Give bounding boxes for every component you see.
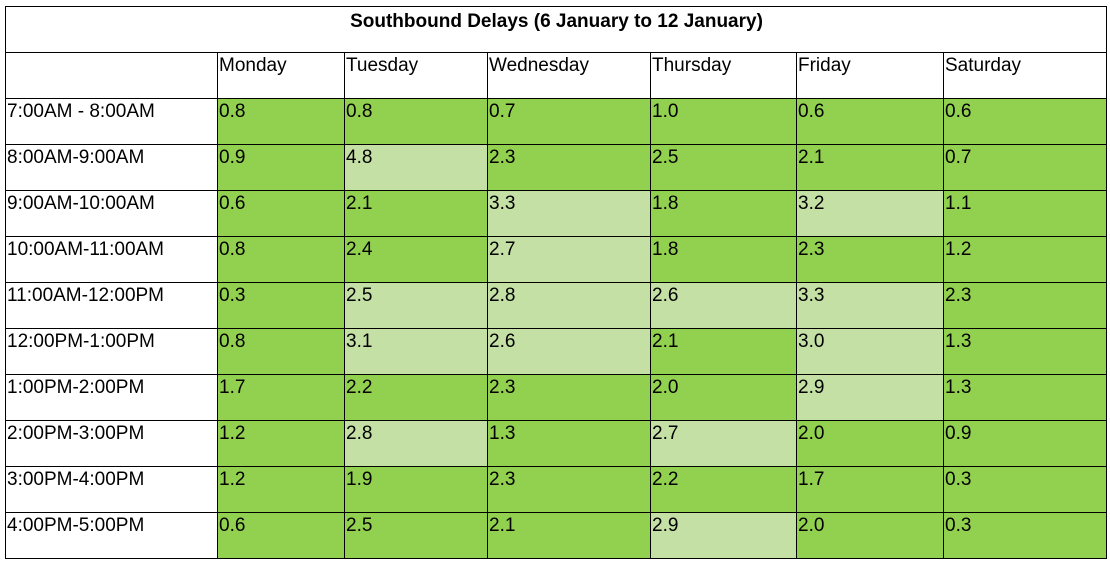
time-slot-label: 1:00PM-2:00PM <box>5 374 218 421</box>
delay-cell-tuesday: 0.8 <box>344 98 488 145</box>
delay-cell-wednesday: 2.3 <box>487 466 651 513</box>
delay-cell-saturday: 0.3 <box>943 512 1107 559</box>
delay-cell-friday: 2.9 <box>796 374 944 421</box>
delay-cell-monday: 1.2 <box>217 420 345 467</box>
table-row: 10:00AM-11:00AM 0.8 2.4 2.7 1.8 2.3 1.2 <box>5 236 1107 283</box>
delay-cell-wednesday: 2.7 <box>487 236 651 283</box>
delay-cell-thursday: 2.6 <box>650 282 797 329</box>
delays-table: Southbound Delays (6 January to 12 Janua… <box>5 6 1107 559</box>
delay-cell-wednesday: 2.3 <box>487 374 651 421</box>
delay-cell-tuesday: 2.2 <box>344 374 488 421</box>
table-row: 7:00AM - 8:00AM 0.8 0.8 0.7 1.0 0.6 0.6 <box>5 98 1107 145</box>
delay-cell-monday: 0.8 <box>217 328 345 375</box>
table-row: 4:00PM-5:00PM 0.6 2.5 2.1 2.9 2.0 0.3 <box>5 512 1107 559</box>
delay-cell-tuesday: 2.5 <box>344 282 488 329</box>
delay-cell-saturday: 0.9 <box>943 420 1107 467</box>
delay-cell-saturday: 1.3 <box>943 374 1107 421</box>
delay-cell-friday: 2.3 <box>796 236 944 283</box>
delay-cell-wednesday: 2.3 <box>487 144 651 191</box>
time-slot-label: 9:00AM-10:00AM <box>5 190 218 237</box>
time-slot-label: 10:00AM-11:00AM <box>5 236 218 283</box>
delay-cell-friday: 3.3 <box>796 282 944 329</box>
delay-cell-thursday: 1.0 <box>650 98 797 145</box>
table-row: 8:00AM-9:00AM 0.9 4.8 2.3 2.5 2.1 0.7 <box>5 144 1107 191</box>
table-body: 7:00AM - 8:00AM 0.8 0.8 0.7 1.0 0.6 0.6 8:00AM-… <box>5 98 1107 559</box>
delay-cell-thursday: 2.9 <box>650 512 797 559</box>
delay-cell-monday: 0.3 <box>217 282 345 329</box>
time-slot-label: 12:00PM-1:00PM <box>5 328 218 375</box>
delay-cell-thursday: 2.1 <box>650 328 797 375</box>
delay-cell-wednesday: 2.6 <box>487 328 651 375</box>
delay-cell-monday: 1.7 <box>217 374 345 421</box>
delay-cell-thursday: 2.0 <box>650 374 797 421</box>
delay-cell-thursday: 1.8 <box>650 190 797 237</box>
day-header-thursday: Thursday <box>650 52 797 99</box>
time-slot-label: 2:00PM-3:00PM <box>5 420 218 467</box>
delay-cell-friday: 1.7 <box>796 466 944 513</box>
delay-cell-saturday: 1.2 <box>943 236 1107 283</box>
table-title: Southbound Delays (6 January to 12 Janua… <box>5 6 1107 53</box>
day-header-tuesday: Tuesday <box>344 52 488 99</box>
delay-cell-friday: 2.0 <box>796 512 944 559</box>
table-row: 9:00AM-10:00AM 0.6 2.1 3.3 1.8 3.2 1.1 <box>5 190 1107 237</box>
delay-cell-monday: 0.6 <box>217 512 345 559</box>
delay-cell-tuesday: 2.1 <box>344 190 488 237</box>
day-header-saturday: Saturday <box>943 52 1107 99</box>
time-slot-label: 3:00PM-4:00PM <box>5 466 218 513</box>
delay-cell-thursday: 2.5 <box>650 144 797 191</box>
delay-cell-monday: 0.8 <box>217 98 345 145</box>
time-slot-label: 4:00PM-5:00PM <box>5 512 218 559</box>
delay-cell-monday: 1.2 <box>217 466 345 513</box>
delay-cell-saturday: 2.3 <box>943 282 1107 329</box>
delay-cell-tuesday: 1.9 <box>344 466 488 513</box>
delay-cell-monday: 0.8 <box>217 236 345 283</box>
delay-cell-monday: 0.9 <box>217 144 345 191</box>
delay-cell-saturday: 0.3 <box>943 466 1107 513</box>
day-header-row: Monday Tuesday Wednesday Thursday Friday… <box>5 52 1107 99</box>
delay-cell-wednesday: 3.3 <box>487 190 651 237</box>
delay-cell-saturday: 1.1 <box>943 190 1107 237</box>
time-slot-label: 8:00AM-9:00AM <box>5 144 218 191</box>
delay-cell-saturday: 1.3 <box>943 328 1107 375</box>
day-header-friday: Friday <box>796 52 944 99</box>
table-row: 2:00PM-3:00PM 1.2 2.8 1.3 2.7 2.0 0.9 <box>5 420 1107 467</box>
delay-cell-thursday: 2.7 <box>650 420 797 467</box>
table-row: 11:00AM-12:00PM 0.3 2.5 2.8 2.6 3.3 2.3 <box>5 282 1107 329</box>
delay-cell-saturday: 0.6 <box>943 98 1107 145</box>
delay-cell-friday: 3.2 <box>796 190 944 237</box>
delay-cell-wednesday: 0.7 <box>487 98 651 145</box>
table-row: 3:00PM-4:00PM 1.2 1.9 2.3 2.2 1.7 0.3 <box>5 466 1107 513</box>
table-row: 1:00PM-2:00PM 1.7 2.2 2.3 2.0 2.9 1.3 <box>5 374 1107 421</box>
delay-cell-tuesday: 3.1 <box>344 328 488 375</box>
delay-cell-tuesday: 2.4 <box>344 236 488 283</box>
day-header-wednesday: Wednesday <box>487 52 651 99</box>
delay-cell-friday: 2.1 <box>796 144 944 191</box>
time-slot-label: 7:00AM - 8:00AM <box>5 98 218 145</box>
delay-cell-wednesday: 2.1 <box>487 512 651 559</box>
delay-cell-thursday: 2.2 <box>650 466 797 513</box>
delay-cell-friday: 0.6 <box>796 98 944 145</box>
time-slot-label: 11:00AM-12:00PM <box>5 282 218 329</box>
delay-cell-tuesday: 2.5 <box>344 512 488 559</box>
delay-cell-tuesday: 4.8 <box>344 144 488 191</box>
delay-cell-wednesday: 1.3 <box>487 420 651 467</box>
delay-cell-tuesday: 2.8 <box>344 420 488 467</box>
day-header-monday: Monday <box>217 52 345 99</box>
delay-cell-saturday: 0.7 <box>943 144 1107 191</box>
table-row: 12:00PM-1:00PM 0.8 3.1 2.6 2.1 3.0 1.3 <box>5 328 1107 375</box>
corner-cell <box>5 52 218 99</box>
delay-cell-wednesday: 2.8 <box>487 282 651 329</box>
delay-cell-friday: 3.0 <box>796 328 944 375</box>
delay-cell-monday: 0.6 <box>217 190 345 237</box>
delay-cell-friday: 2.0 <box>796 420 944 467</box>
delay-cell-thursday: 1.8 <box>650 236 797 283</box>
